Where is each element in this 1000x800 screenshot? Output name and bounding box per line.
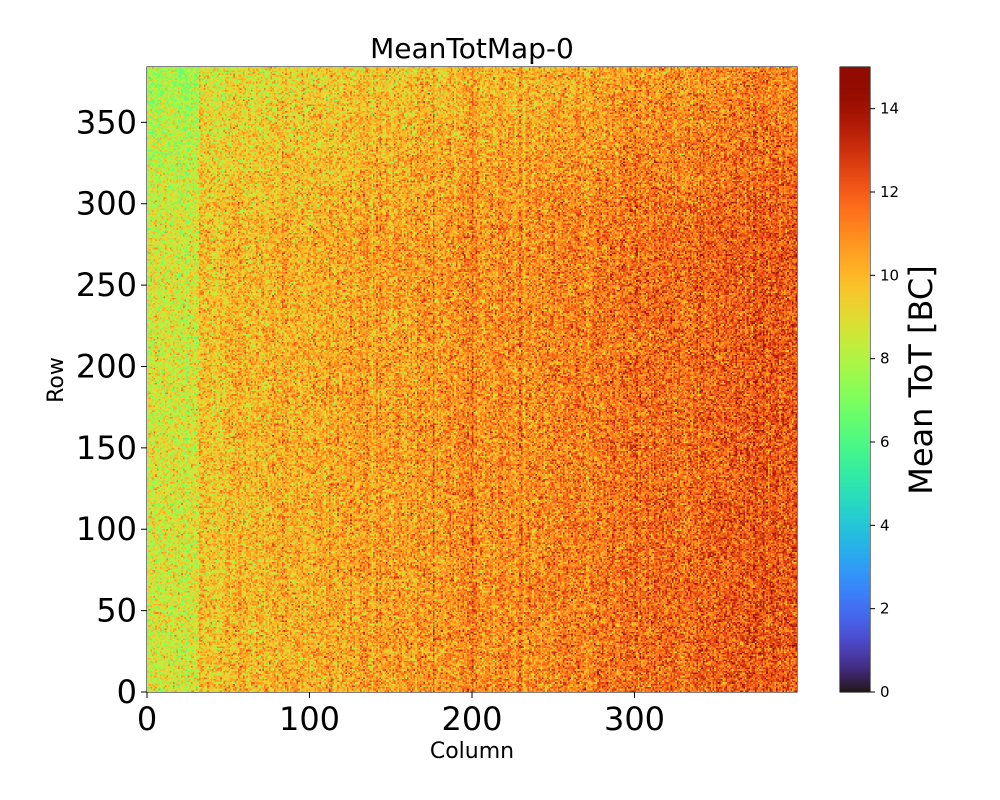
x-tick-label: 200 [441, 700, 502, 738]
colorbar-tick-label: 6 [880, 433, 890, 451]
colorbar-axis: 0 2 4 6 8 10 12 14 [870, 100, 899, 701]
x-tick-label: 0 [137, 700, 157, 738]
colorbar-gradient [840, 67, 870, 692]
y-tick-label: 350 [76, 103, 137, 141]
y-tick-label: 200 [76, 347, 137, 385]
y-tick-label: 300 [76, 185, 137, 223]
x-tick-label: 300 [604, 700, 665, 738]
colorbar-tick-label: 10 [880, 266, 899, 284]
colorbar-label: Mean ToT [BC] [902, 265, 940, 494]
y-tick-label: 100 [76, 510, 137, 548]
y-axis-label: Row [44, 357, 69, 403]
colorbar-tick-label: 2 [880, 600, 890, 618]
heatmap-image [147, 67, 797, 692]
x-tick-label: 100 [279, 700, 340, 738]
colorbar-tick-label: 12 [880, 183, 899, 201]
y-tick-label: 250 [76, 266, 137, 304]
y-tick-label: 150 [76, 429, 137, 467]
y-tick-label: 50 [96, 592, 137, 630]
y-tick-label: 0 [117, 673, 137, 711]
colorbar-tick-label: 8 [880, 350, 890, 368]
colorbar-tick-label: 14 [880, 100, 899, 118]
x-axis: 0 100 200 300 [137, 692, 665, 738]
colorbar-tick-label: 4 [880, 516, 890, 534]
x-axis-label: Column [430, 739, 514, 764]
colorbar-tick-label: 0 [880, 683, 890, 701]
y-axis: 0 50 100 150 200 250 300 350 [76, 103, 147, 711]
chart-title: MeanTotMap-0 [370, 32, 574, 65]
